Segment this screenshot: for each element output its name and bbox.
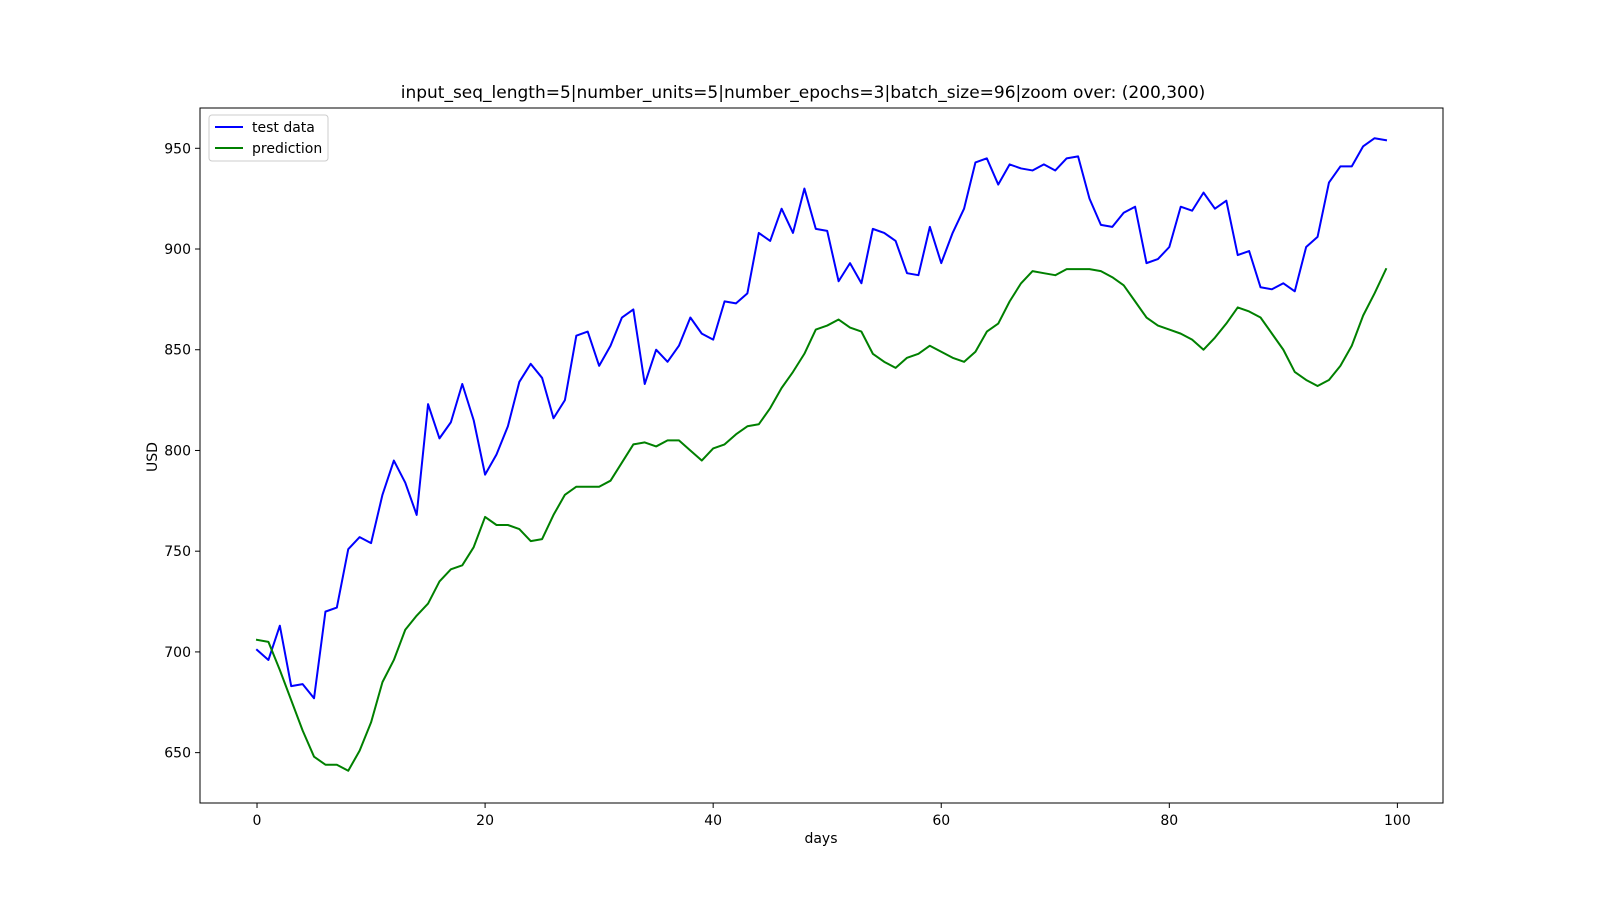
y-tick-label: 900 (164, 242, 191, 258)
legend: test data prediction (208, 114, 329, 162)
series-line-prediction (255, 267, 1388, 772)
x-axis-label: days (804, 831, 837, 847)
plot-lines (255, 137, 1388, 772)
legend-label-prediction: prediction (252, 141, 322, 157)
x-axis: 0 20 40 60 80 100 (253, 803, 1411, 829)
y-tick-label: 950 (164, 141, 191, 157)
x-tick-label: 20 (476, 813, 494, 829)
x-tick-label: 40 (704, 813, 722, 829)
y-tick-label: 750 (164, 544, 191, 560)
series-line-test-data (255, 137, 1388, 700)
y-tick-label: 650 (164, 746, 191, 762)
y-axis-label: USD (145, 442, 161, 472)
legend-label-test-data: test data (252, 120, 315, 136)
x-tick-label: 80 (1160, 813, 1178, 829)
x-tick-label: 100 (1384, 813, 1411, 829)
x-tick-label: 0 (253, 813, 262, 829)
x-tick-label: 60 (932, 813, 950, 829)
plot-area-frame (199, 107, 1444, 804)
y-tick-label: 700 (164, 645, 191, 661)
chart-title: input_seq_length=5|number_units=5|number… (401, 83, 1206, 103)
y-axis: 650 700 750 800 850 900 950 (164, 141, 200, 762)
y-tick-label: 800 (164, 443, 191, 459)
y-tick-label: 850 (164, 343, 191, 359)
